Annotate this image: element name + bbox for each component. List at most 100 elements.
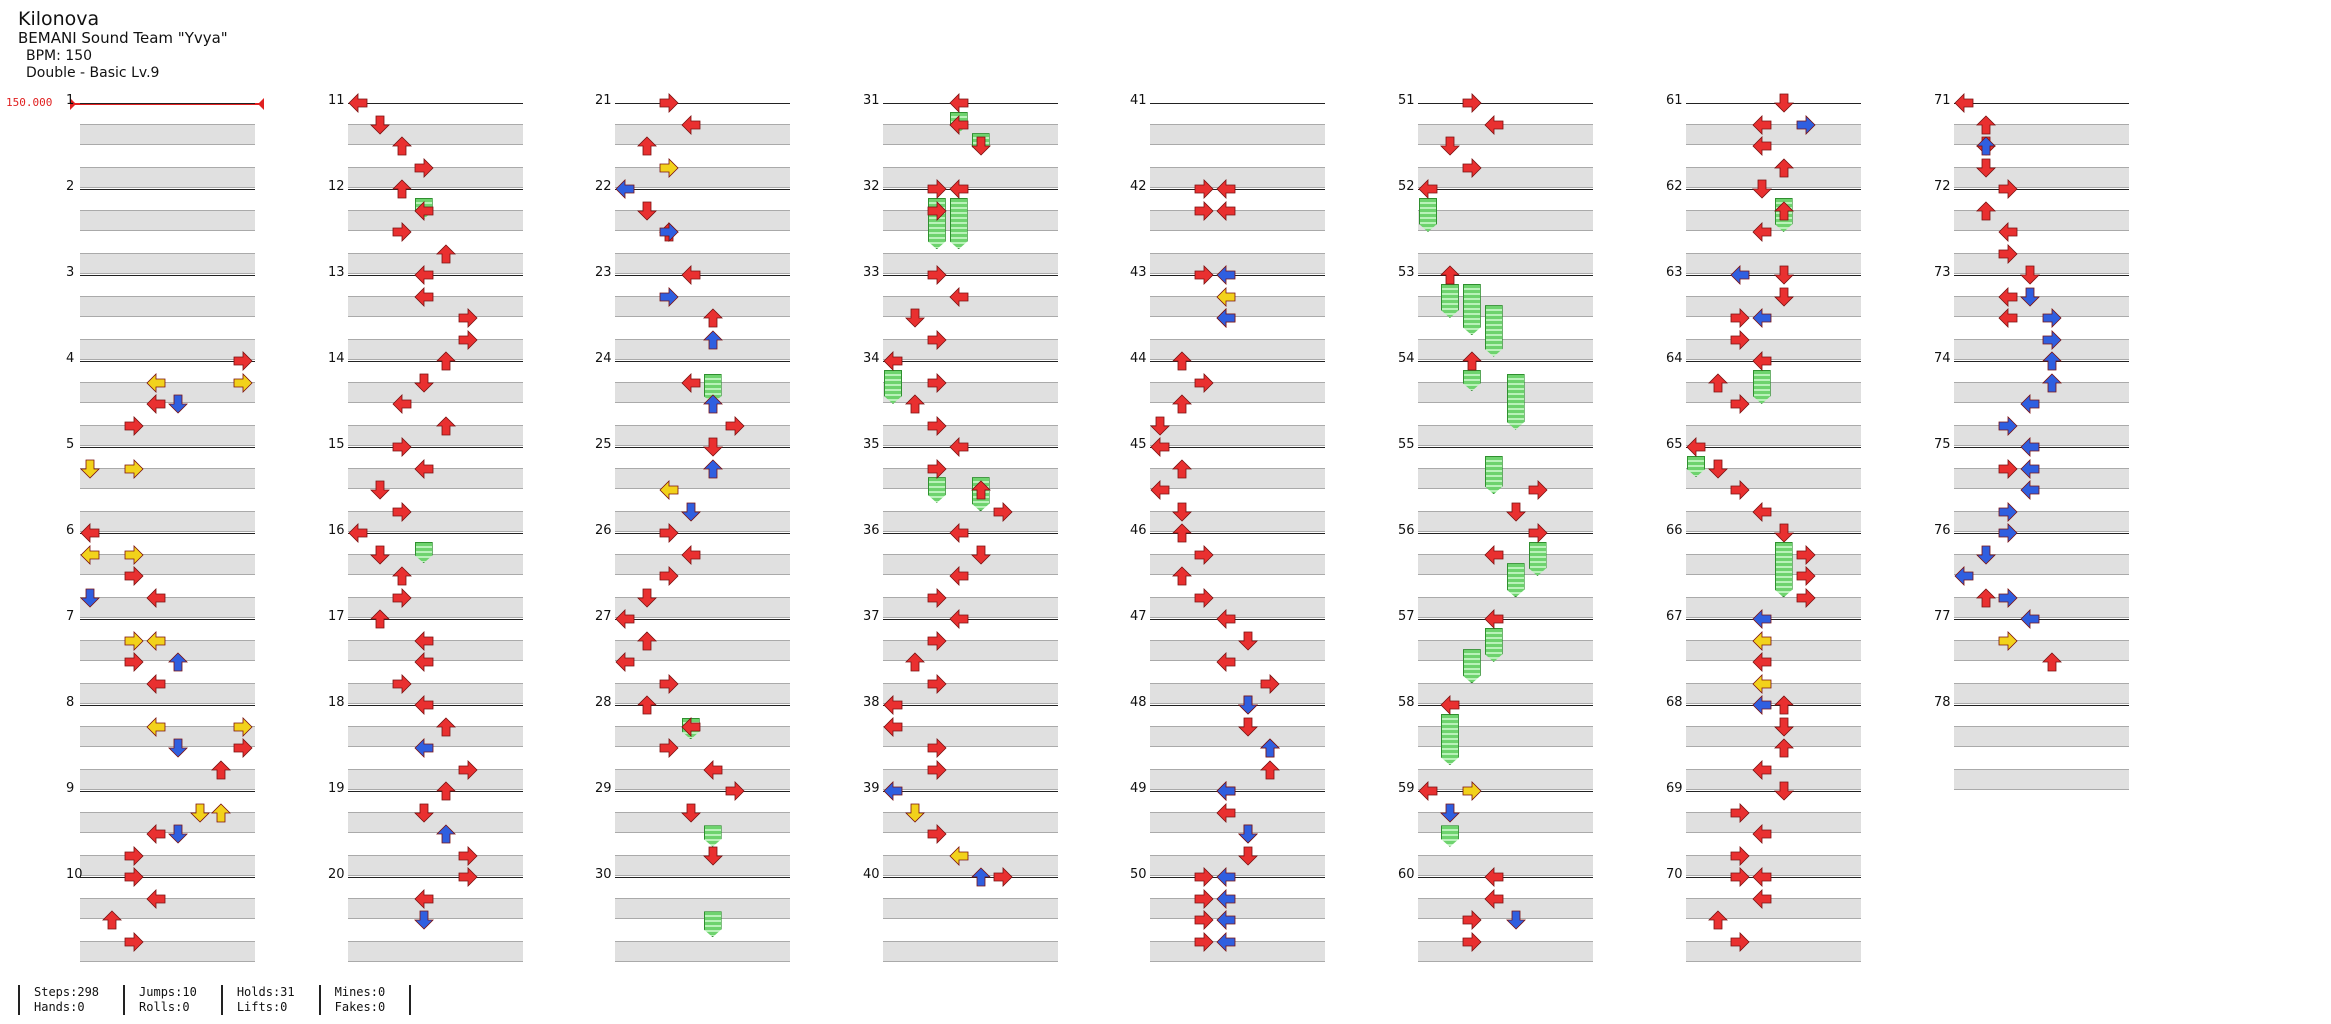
step-arrow-icon	[458, 759, 478, 780]
step-arrow-icon	[413, 803, 434, 823]
step-arrow-icon	[970, 480, 991, 500]
measure-number: 78	[1934, 695, 1951, 710]
step-arrow-icon	[2020, 437, 2040, 457]
chart-difficulty: Double - Basic Lv.9	[26, 64, 160, 81]
step-arrow-icon	[392, 222, 412, 242]
step-arrow-icon	[124, 931, 144, 952]
measure-band	[615, 597, 790, 618]
step-arrow-icon	[1462, 93, 1482, 113]
measure-band	[1418, 511, 1593, 532]
measure-band	[883, 769, 1058, 790]
step-arrow-icon	[1194, 587, 1214, 608]
measure-line	[80, 705, 255, 706]
step-arrow-icon	[1752, 351, 1772, 371]
step-arrow-icon	[2020, 480, 2040, 500]
measure-band	[80, 941, 255, 962]
mines-stat: Mines:0	[334, 985, 386, 999]
measure-line	[615, 791, 790, 792]
step-arrow-icon	[392, 394, 412, 414]
step-arrow-icon	[1998, 308, 2018, 328]
measure-number: 26	[595, 523, 612, 538]
measure-number: 21	[595, 93, 612, 108]
step-arrow-icon	[189, 803, 210, 823]
step-arrow-icon	[680, 803, 701, 823]
measure-line	[883, 189, 1058, 190]
measure-number: 8	[66, 695, 75, 710]
measure-band	[883, 726, 1058, 747]
measure-number: 20	[328, 867, 345, 882]
step-arrow-icon	[1171, 351, 1192, 371]
measure-number: 52	[1398, 179, 1415, 194]
measure-line	[80, 447, 255, 448]
measure-line	[1686, 103, 1861, 104]
step-arrow-icon	[970, 867, 991, 887]
measure-band	[80, 124, 255, 145]
measure-band	[1686, 597, 1861, 618]
step-arrow-icon	[949, 609, 969, 629]
measure-number: 23	[595, 265, 612, 280]
measure-number: 28	[595, 695, 612, 710]
measure-band	[1954, 640, 2129, 661]
step-arrow-icon	[2041, 351, 2062, 371]
step-arrow-icon	[101, 910, 122, 930]
measure-band	[883, 124, 1058, 145]
step-arrow-icon	[1194, 867, 1214, 887]
measure-band	[348, 382, 523, 403]
measure-number: 18	[328, 695, 345, 710]
measure-number: 57	[1398, 609, 1415, 624]
step-arrow-icon	[435, 716, 456, 736]
step-arrow-icon	[80, 544, 100, 565]
measure-number: 31	[863, 93, 880, 108]
measure-number: 53	[1398, 265, 1415, 280]
measure-line	[1418, 533, 1593, 534]
step-arrow-icon	[681, 544, 701, 565]
step-arrow-icon	[904, 803, 925, 823]
step-arrow-icon	[435, 781, 456, 801]
step-arrow-icon	[993, 867, 1013, 887]
step-arrow-icon	[2042, 308, 2062, 328]
measure-band	[348, 339, 523, 360]
step-arrow-icon	[681, 114, 701, 135]
measure-band	[348, 124, 523, 145]
step-arrow-icon	[458, 329, 478, 350]
step-arrow-icon	[1461, 351, 1482, 371]
step-arrow-icon	[1462, 931, 1482, 952]
step-arrow-icon	[1796, 566, 1816, 586]
measure-band	[883, 425, 1058, 446]
measure-band	[1686, 296, 1861, 317]
measure-line	[1686, 447, 1861, 448]
measure-band	[883, 253, 1058, 274]
step-arrow-icon	[927, 738, 947, 758]
chart-stats: Steps:298 Hands:0 Jumps:10 Rolls:0 Holds…	[18, 985, 412, 1015]
step-arrow-icon	[391, 566, 412, 586]
measure-line	[883, 103, 1058, 104]
measure-band	[883, 597, 1058, 618]
measure-number: 64	[1666, 351, 1683, 366]
measure-band	[80, 898, 255, 919]
step-arrow-icon	[1752, 652, 1772, 672]
measure-number: 40	[863, 867, 880, 882]
step-arrow-icon	[124, 652, 144, 672]
step-arrow-icon	[414, 265, 434, 285]
measure-band	[1954, 382, 2129, 403]
step-arrow-icon	[146, 673, 166, 694]
step-arrow-icon	[1752, 695, 1772, 715]
measure-band	[1150, 253, 1325, 274]
measure-band	[1150, 554, 1325, 575]
measure-line	[80, 619, 255, 620]
measure-number: 19	[328, 781, 345, 796]
step-arrow-icon	[391, 136, 412, 156]
step-arrow-icon	[1216, 265, 1236, 285]
measure-band	[80, 468, 255, 489]
step-arrow-icon	[1998, 243, 2018, 264]
step-arrow-icon	[124, 415, 144, 436]
measure-number: 35	[863, 437, 880, 452]
step-arrow-icon	[927, 200, 947, 221]
measure-line	[1954, 447, 2129, 448]
measure-line	[80, 791, 255, 792]
step-arrow-icon	[1216, 910, 1236, 930]
measure-line	[1954, 533, 2129, 534]
step-arrow-icon	[211, 802, 232, 822]
step-arrow-icon	[1998, 501, 2018, 522]
measure-band	[1686, 898, 1861, 919]
